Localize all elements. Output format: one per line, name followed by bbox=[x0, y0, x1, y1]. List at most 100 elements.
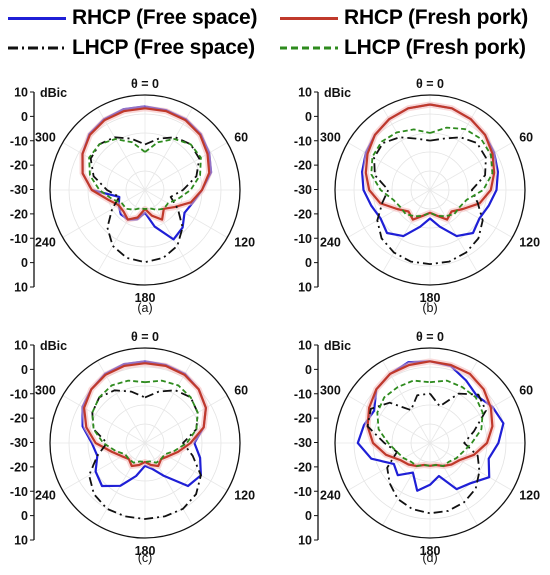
series-line-2 bbox=[83, 362, 207, 468]
legend-item-lhcp-pork: LHCP (Fresh pork) bbox=[280, 36, 526, 60]
radial-tick-label: -30 bbox=[294, 436, 312, 450]
radial-tick-label: -10 bbox=[294, 232, 312, 246]
radial-tick-label: 10 bbox=[14, 339, 28, 353]
grid-spoke bbox=[144, 142, 228, 191]
outer-circle bbox=[334, 347, 526, 539]
radial-tick-label: 10 bbox=[298, 86, 312, 100]
legend-swatch bbox=[8, 46, 66, 50]
angle-label: 240 bbox=[320, 489, 341, 503]
grid-spoke bbox=[62, 395, 146, 444]
polar-chart-1: 10 0 -10 -20 -30 -20 -10 0 10 dBic θ = 0 60 120 180 24… bbox=[10, 77, 255, 315]
radial-tick-label: -10 bbox=[294, 485, 312, 499]
radial-tick-label: 0 bbox=[305, 256, 312, 270]
grid-spoke bbox=[347, 395, 431, 444]
angle-label: 180 bbox=[420, 291, 441, 305]
radial-axis-label: dBic bbox=[40, 86, 67, 100]
angle-label: θ = 0 bbox=[416, 77, 444, 91]
grid-spoke bbox=[382, 442, 431, 526]
panel-label: (b) bbox=[422, 301, 437, 315]
radial-tick-label: -10 bbox=[294, 134, 312, 148]
angle-label: 300 bbox=[35, 131, 56, 145]
radial-tick-label: 0 bbox=[21, 363, 28, 377]
grid-spoke bbox=[347, 442, 431, 491]
grid-spoke bbox=[429, 142, 513, 191]
angle-label: 180 bbox=[420, 544, 441, 558]
grid-spoke bbox=[62, 142, 146, 191]
radial-tick-label: -20 bbox=[10, 460, 28, 474]
angle-label: 240 bbox=[320, 236, 341, 250]
legend-item-rhcp-pork: RHCP (Fresh pork) bbox=[280, 6, 528, 30]
outer-circle bbox=[49, 94, 241, 286]
radial-tick-label: -30 bbox=[294, 183, 312, 197]
angle-label: 60 bbox=[519, 384, 533, 398]
series-line-2 bbox=[364, 103, 496, 221]
radial-tick-label: -30 bbox=[10, 436, 28, 450]
legend-item-lhcp-free: LHCP (Free space) bbox=[8, 36, 255, 60]
radial-tick-label: -20 bbox=[294, 460, 312, 474]
grid-spoke bbox=[144, 189, 228, 238]
radial-tick-label: 10 bbox=[298, 339, 312, 353]
series-line-3 bbox=[89, 136, 201, 264]
outer-circle bbox=[334, 94, 526, 286]
series-line-4 bbox=[88, 138, 202, 211]
grid-spoke bbox=[429, 395, 513, 444]
angle-label: 240 bbox=[35, 489, 56, 503]
radial-tick-label: -20 bbox=[10, 207, 28, 221]
angle-label: 180 bbox=[135, 291, 156, 305]
series-line-3 bbox=[366, 392, 487, 515]
radial-tick-label: 0 bbox=[305, 110, 312, 124]
angle-label: 300 bbox=[35, 384, 56, 398]
angle-label: 120 bbox=[234, 236, 255, 250]
grid-spoke bbox=[429, 189, 478, 273]
radial-tick-label: -10 bbox=[10, 485, 28, 499]
grid-spoke bbox=[144, 395, 228, 444]
angle-label: 240 bbox=[35, 236, 56, 250]
radial-tick-label: -20 bbox=[10, 159, 28, 173]
radial-tick-label: 10 bbox=[14, 534, 28, 548]
polar-chart-3: 10 0 -10 -20 -30 -20 -10 0 10 dBic θ = 0 60 120 180 24… bbox=[10, 330, 255, 565]
legend-label: LHCP (Fresh pork) bbox=[344, 36, 526, 59]
grid-spoke bbox=[62, 189, 146, 238]
radial-axis-label: dBic bbox=[324, 339, 351, 353]
radial-tick-label: -10 bbox=[294, 387, 312, 401]
grid-spoke bbox=[144, 189, 193, 273]
legend-item-rhcp-free: RHCP (Free space) bbox=[8, 6, 257, 30]
series-line-4 bbox=[91, 379, 199, 464]
series-line-4 bbox=[370, 126, 494, 218]
panel-label: (c) bbox=[138, 551, 153, 565]
polar-chart-2: 10 0 -10 -20 -30 -20 -10 0 10 dBic θ = 0 60 120 180 24… bbox=[294, 77, 540, 315]
panel-label: (a) bbox=[137, 301, 152, 315]
series-line-4 bbox=[376, 379, 484, 467]
radial-tick-label: -20 bbox=[10, 412, 28, 426]
grid-spoke bbox=[144, 442, 193, 526]
legend-swatch bbox=[280, 46, 338, 50]
legend-label: LHCP (Free space) bbox=[72, 36, 255, 59]
radial-tick-label: -30 bbox=[10, 183, 28, 197]
radial-tick-label: -20 bbox=[294, 159, 312, 173]
angle-label: 300 bbox=[320, 384, 341, 398]
grid-spoke bbox=[429, 189, 513, 238]
radial-tick-label: -20 bbox=[294, 412, 312, 426]
angle-label: 300 bbox=[320, 131, 341, 145]
legend-swatch bbox=[8, 16, 66, 20]
series-line-3 bbox=[373, 136, 487, 265]
angle-label: θ = 0 bbox=[131, 77, 159, 91]
radial-tick-label: 0 bbox=[21, 256, 28, 270]
radial-tick-label: 0 bbox=[305, 363, 312, 377]
legend-swatch bbox=[280, 16, 338, 20]
angle-label: 120 bbox=[519, 236, 540, 250]
radial-tick-label: 10 bbox=[298, 281, 312, 295]
radial-axis-label: dBic bbox=[324, 86, 351, 100]
radial-tick-label: 0 bbox=[21, 509, 28, 523]
grid-spoke bbox=[347, 142, 431, 191]
legend-label: RHCP (Fresh pork) bbox=[344, 6, 529, 29]
radial-axis-label: dBic bbox=[40, 339, 67, 353]
series-line-2 bbox=[366, 360, 494, 468]
radial-tick-label: 0 bbox=[21, 110, 28, 124]
radial-tick-label: -20 bbox=[294, 207, 312, 221]
radial-tick-label: -10 bbox=[10, 232, 28, 246]
angle-label: θ = 0 bbox=[416, 330, 444, 344]
polar-chart-4: 10 0 -10 -20 -30 -20 -10 0 10 dBic θ = 0 60 120 180 24… bbox=[294, 330, 540, 565]
radial-tick-label: -10 bbox=[10, 387, 28, 401]
